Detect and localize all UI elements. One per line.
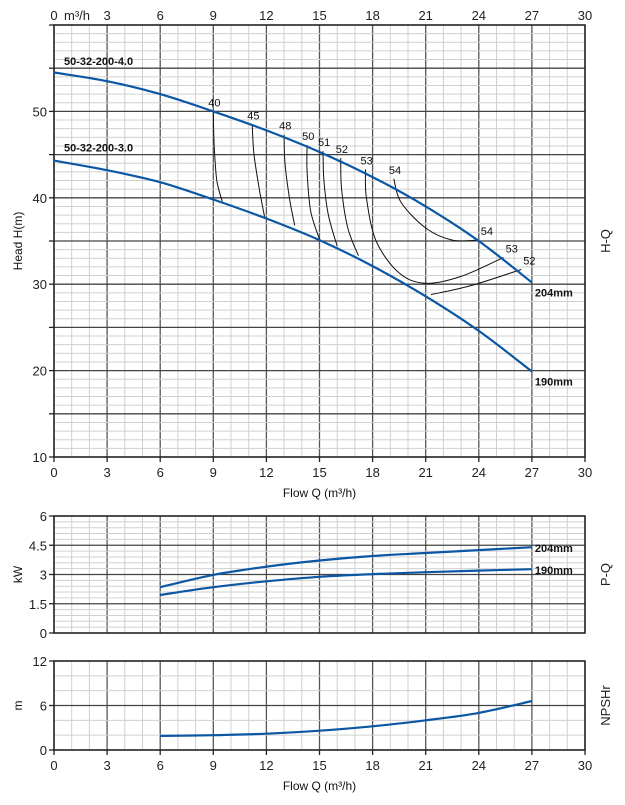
efficiency-contour-52 bbox=[430, 269, 522, 296]
y-axis-label: m bbox=[11, 701, 25, 711]
y-tick-label: 0 bbox=[40, 626, 47, 641]
y-tick-label: 12 bbox=[33, 654, 47, 669]
x-tick-label: 24 bbox=[472, 758, 486, 773]
series-label: 190mm bbox=[535, 565, 573, 577]
efficiency-label: 54 bbox=[389, 165, 401, 177]
efficiency-label: 45 bbox=[247, 110, 259, 122]
y-tick-label: 0 bbox=[40, 743, 47, 758]
x-tick-label: 27 bbox=[525, 758, 539, 773]
model-label: 50-32-200-4.0 bbox=[64, 56, 133, 68]
efficiency-label: 54 bbox=[481, 226, 493, 238]
top-x-tick-label: 0 bbox=[50, 8, 57, 23]
panel-label: P-Q bbox=[598, 563, 613, 586]
panel-label: NPSHr bbox=[598, 685, 613, 726]
efficiency-label: 50 bbox=[302, 131, 314, 143]
x-tick-label: 0 bbox=[50, 758, 57, 773]
y-tick-label: 1.5 bbox=[29, 597, 47, 612]
panel-label: H-Q bbox=[598, 229, 613, 253]
top-x-tick-label: 15 bbox=[312, 8, 326, 23]
efficiency-label: 52 bbox=[336, 144, 348, 156]
x-tick-label: 24 bbox=[472, 465, 486, 480]
x-tick-label: 27 bbox=[525, 465, 539, 480]
x-axis-label: Flow Q (m³/h) bbox=[283, 779, 356, 793]
efficiency-label: 52 bbox=[523, 256, 535, 268]
x-tick-label: 0 bbox=[50, 465, 57, 480]
series-line-NPSHr bbox=[160, 699, 533, 737]
y-tick-label: 30 bbox=[33, 277, 47, 292]
efficiency-label: 51 bbox=[318, 137, 330, 149]
top-x-tick-label: 21 bbox=[418, 8, 432, 23]
x-tick-label: 15 bbox=[312, 758, 326, 773]
x-tick-label: 3 bbox=[103, 758, 110, 773]
y-tick-label: 4.5 bbox=[29, 538, 47, 553]
efficiency-contour-53 bbox=[364, 169, 504, 284]
x-tick-label: 6 bbox=[157, 758, 164, 773]
y-tick-label: 6 bbox=[40, 699, 47, 714]
y-tick-label: 10 bbox=[33, 450, 47, 465]
efficiency-contour-50 bbox=[306, 145, 320, 240]
y-tick-label: 3 bbox=[40, 568, 47, 583]
series-label: 204mm bbox=[535, 543, 573, 555]
x-tick-label: 30 bbox=[578, 465, 592, 480]
efficiency-contour-54 bbox=[393, 178, 479, 242]
efficiency-contour-45 bbox=[251, 124, 266, 217]
series-line-190mm bbox=[53, 159, 533, 373]
top-x-tick-label: 18 bbox=[365, 8, 379, 23]
panel-npshr bbox=[49, 660, 586, 755]
plot-frame bbox=[53, 515, 586, 634]
top-x-tick-label: 6 bbox=[157, 8, 164, 23]
series-line-204mm bbox=[53, 71, 533, 284]
top-x-tick-label: 24 bbox=[472, 8, 486, 23]
x-tick-label: 21 bbox=[418, 758, 432, 773]
x-tick-label: 12 bbox=[259, 758, 273, 773]
series-line-204mm bbox=[159, 546, 532, 589]
x-axis-label: Flow Q (m³/h) bbox=[283, 486, 356, 500]
model-label: 50-32-200-3.0 bbox=[64, 143, 133, 155]
efficiency-label: 48 bbox=[279, 121, 291, 133]
x-tick-label: 3 bbox=[103, 465, 110, 480]
efficiency-label: 40 bbox=[208, 97, 220, 109]
x-tick-label: 9 bbox=[210, 465, 217, 480]
series-label: 190mm bbox=[535, 376, 573, 388]
x-tick-label: 18 bbox=[365, 465, 379, 480]
x-tick-label: 6 bbox=[157, 465, 164, 480]
x-tick-label: 15 bbox=[312, 465, 326, 480]
x-tick-label: 9 bbox=[210, 758, 217, 773]
efficiency-label: 53 bbox=[506, 243, 518, 255]
panel-p-q bbox=[49, 515, 586, 634]
efficiency-contour-48 bbox=[283, 134, 296, 226]
top-x-tick-label: 27 bbox=[525, 8, 539, 23]
panel-h-q bbox=[49, 24, 586, 462]
x-tick-label: 30 bbox=[578, 758, 592, 773]
series-label: 204mm bbox=[535, 287, 573, 299]
x-tick-label: 18 bbox=[365, 758, 379, 773]
y-tick-label: 40 bbox=[33, 191, 47, 206]
y-tick-label: 50 bbox=[33, 104, 47, 119]
series-line-190mm bbox=[160, 568, 532, 597]
x-tick-label: 21 bbox=[418, 465, 432, 480]
efficiency-label: 53 bbox=[361, 155, 373, 167]
top-x-tick-label: 12 bbox=[259, 8, 273, 23]
x-tick-label: 12 bbox=[259, 465, 273, 480]
top-x-tick-label: 9 bbox=[210, 8, 217, 23]
efficiency-contour-52 bbox=[340, 158, 359, 256]
efficiency-contour-51 bbox=[322, 151, 338, 247]
y-tick-label: 6 bbox=[40, 509, 47, 524]
y-tick-label: 20 bbox=[33, 364, 47, 379]
top-axis-unit: m³/h bbox=[64, 8, 90, 23]
top-x-tick-label: 30 bbox=[578, 8, 592, 23]
top-x-tick-label: 3 bbox=[103, 8, 110, 23]
y-axis-label: Head H(m) bbox=[11, 212, 25, 271]
efficiency-contour-40 bbox=[212, 111, 223, 202]
y-axis-label: kW bbox=[11, 565, 25, 583]
